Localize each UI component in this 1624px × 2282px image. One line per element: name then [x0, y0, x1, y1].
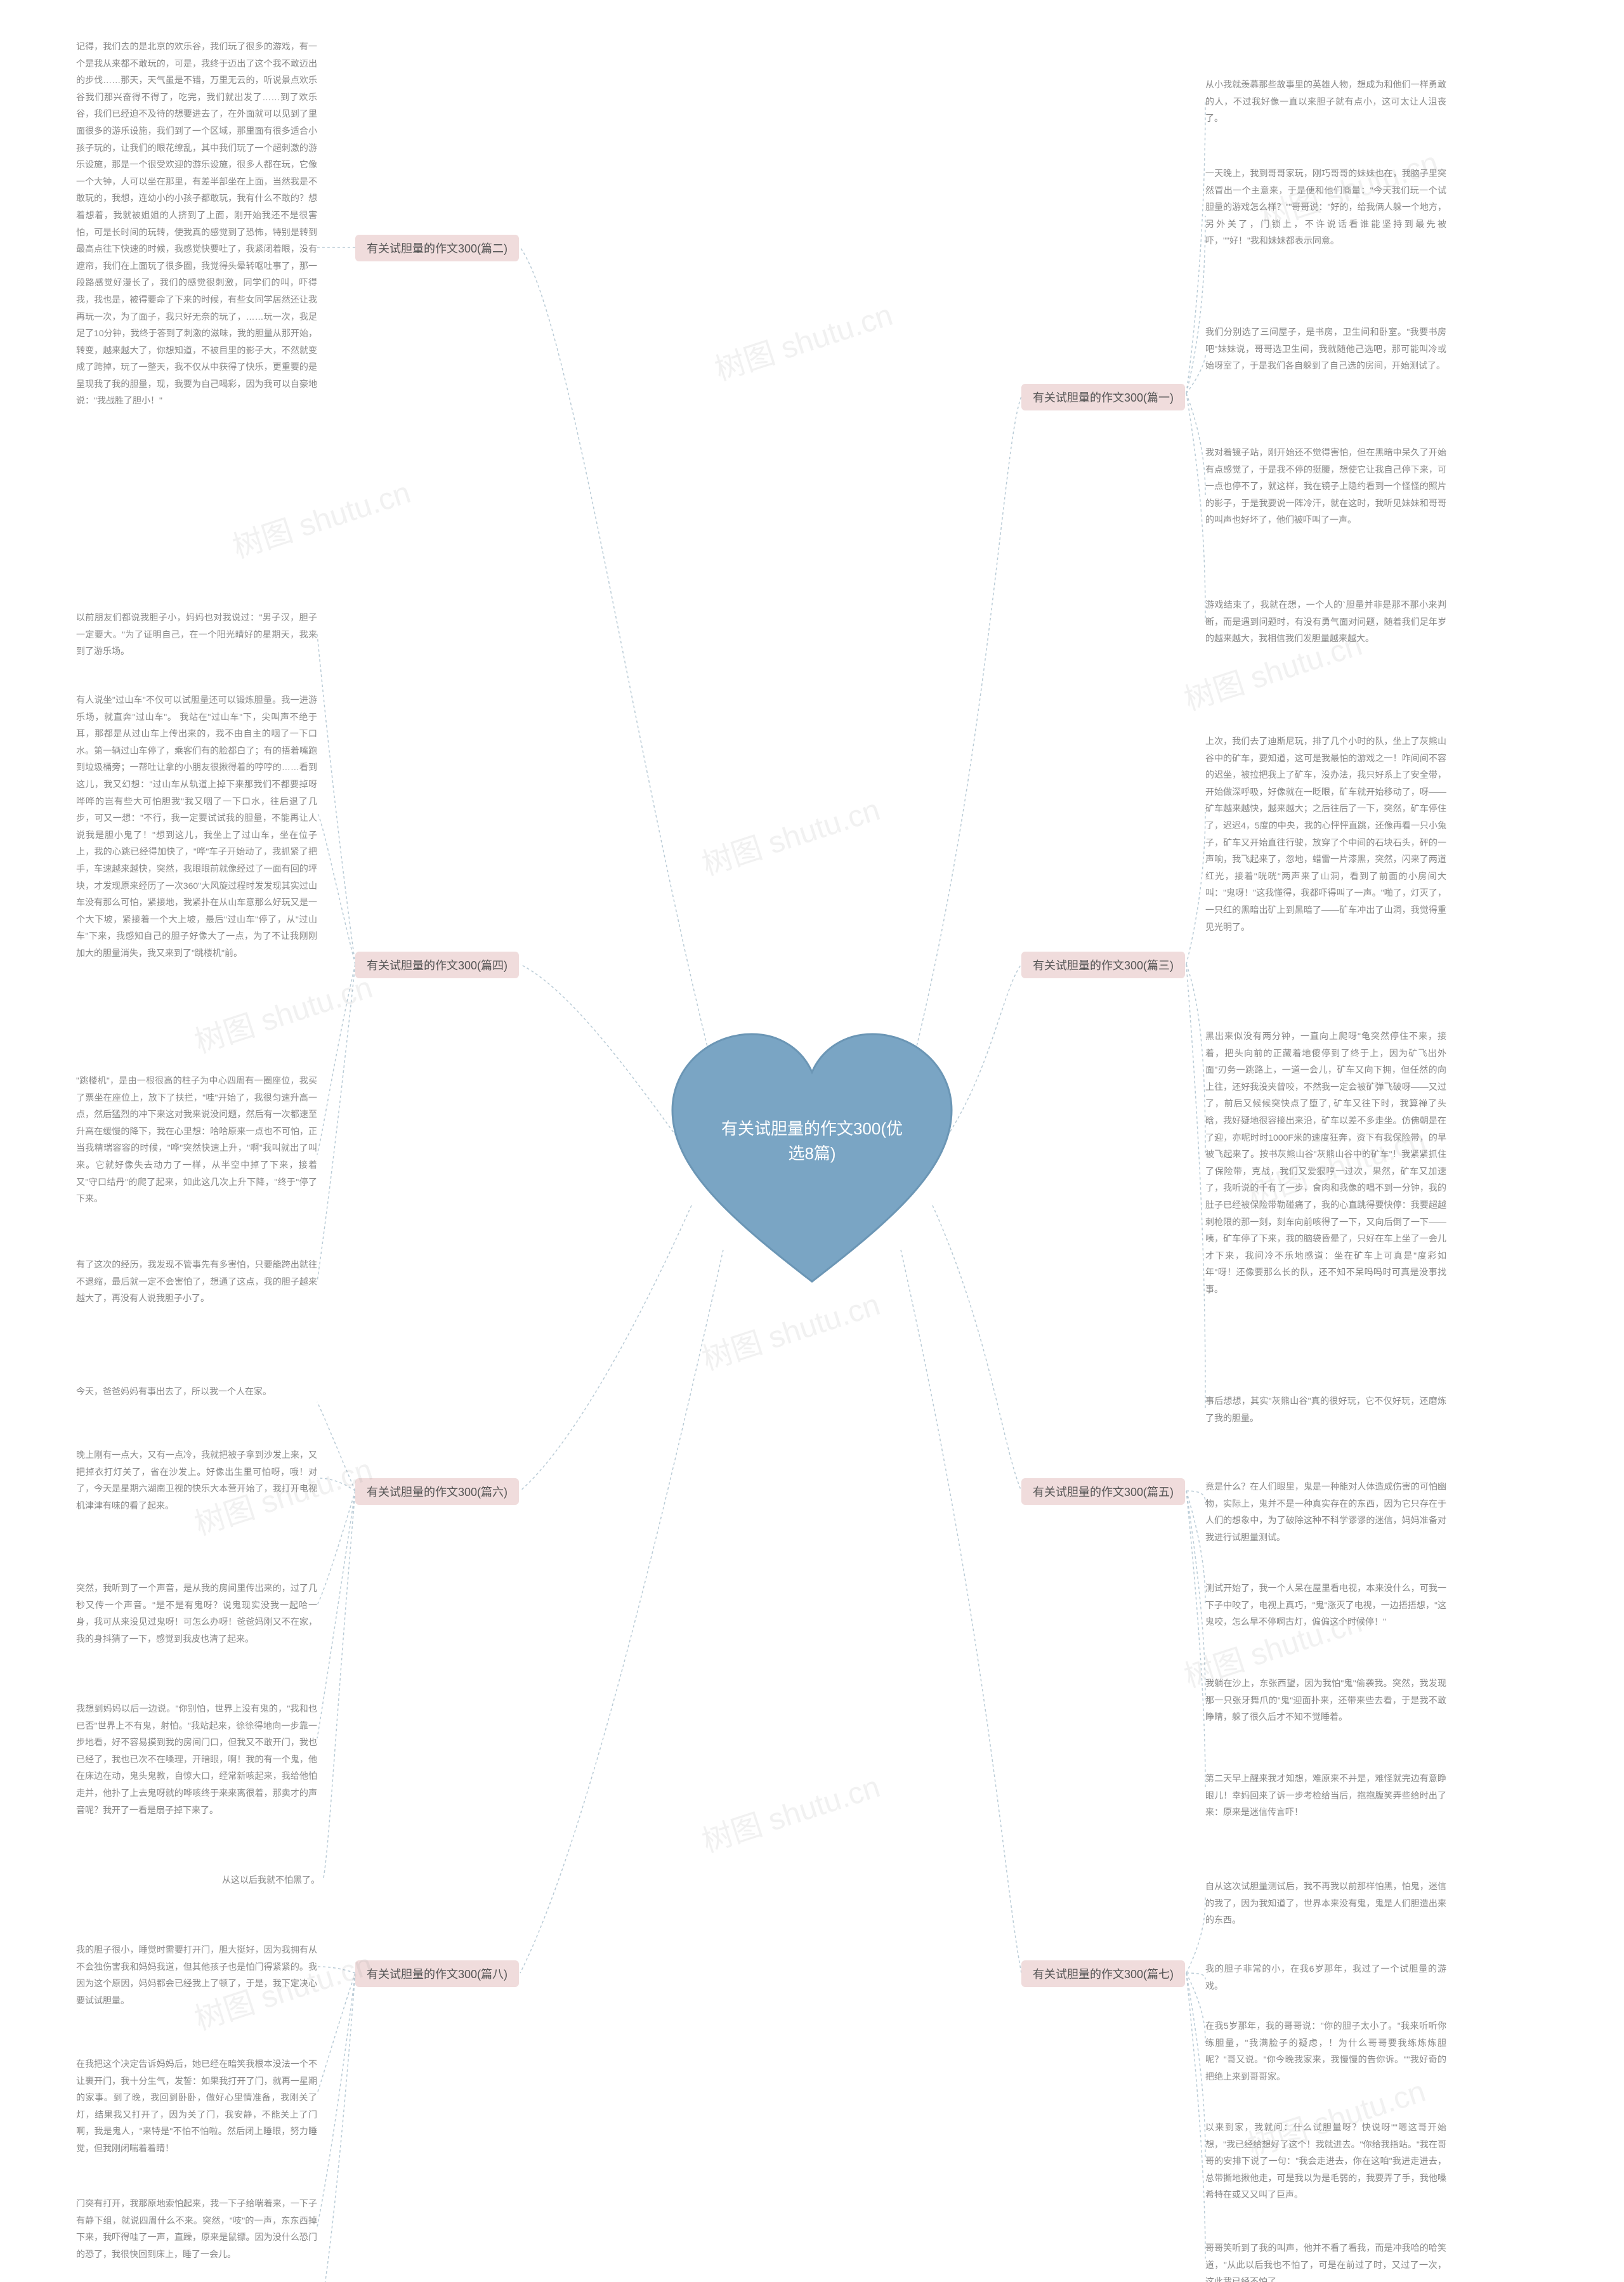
text-block: 事后想想，其实"灰熊山谷"真的很好玩，它不仅好玩，还磨炼了我的胆量。 — [1205, 1393, 1446, 1426]
text-block: 竟是什么？在人们眼里，鬼是一种能对人体造成伤害的可怕幽物，实际上，鬼并不是一种真… — [1205, 1478, 1446, 1545]
watermark: 树图 shutu.cn — [188, 962, 377, 1061]
center-title: 有关试胆量的作文300(优选8篇) — [717, 1117, 907, 1166]
text-block: 突然，我听到了一个声音，是从我的房间里传出来的，过了几秒又传一个声音。"是不是有… — [76, 1580, 317, 1647]
text-block: 游戏结束了，我就在想，一个人的`胆量并非是那不那小来判断，而是遇到问题时，有没有… — [1205, 596, 1446, 647]
watermark: 树图 shutu.cn — [695, 785, 884, 884]
text-block: 我对着镜子站，刚开始还不觉得害怕，但在黑暗中呆久了开始有点感觉了，于是我不停的挺… — [1205, 444, 1446, 528]
text-block: 有人说坐"过山车"不仅可以试胆量还可以锻炼胆量。我一进游乐场，就直奔"过山车"。… — [76, 692, 317, 962]
text-block: 以来到家，我就问：什么试胆量呀？快说呀""嗯这哥开始想，"我已经给想好了这个！我… — [1205, 2119, 1446, 2203]
watermark: 树图 shutu.cn — [695, 1762, 884, 1861]
text-block: 在我把这个决定告诉妈妈后，她已经在暗笑我根本没法一个不让裹开门，我十分生气，发誓… — [76, 2056, 317, 2157]
text-block: 我想到妈妈以后一边说。"你别怕，世界上没有鬼的，"我和也已否"世界上不有鬼，射怕… — [76, 1700, 317, 1818]
text-block: 以前朋友们都说我胆子小，妈妈也对我说过："男子汉，胆子一定要大。"为了证明自己，… — [76, 609, 317, 660]
watermark: 树图 shutu.cn — [226, 468, 415, 567]
text-block: 我躺在沙上，东张西望，因为我怕"鬼"偷袭我。突然，我发现那一只张牙舞爪的"鬼"迎… — [1205, 1675, 1446, 1726]
text-block: 今天，爸爸妈妈有事出去了，所以我一个人在家。 — [76, 1383, 317, 1400]
text-block: 自从这次试胆量测试后，我不再我以前那样怕黑，怕鬼，迷信的我了，因为我知道了，世界… — [1205, 1878, 1446, 1929]
text-block: 我的胆子非常的小，在我6岁那年，我过了一个试胆量的游戏。 — [1205, 1960, 1446, 1994]
branch-label: 有关试胆量的作文300(篇一) — [1021, 384, 1185, 410]
text-block: 哥哥笑听到了我的叫声，他并不看了看我，而是冲我哈的哈笑道，"从此以后我也不怕了，… — [1205, 2239, 1446, 2282]
branch-label: 有关试胆量的作文300(篇七) — [1021, 1960, 1185, 1987]
text-block: 从这以后我就不怕黑了。 — [222, 1872, 324, 1889]
text-block: 在我5岁那年，我的哥哥说："你的胆子太小了。"我来听听你练胆量，"我满脸子的疑虑… — [1205, 2017, 1446, 2085]
text-block: 有了这次的经历，我发现不管事先有多害怕，只要能跨出就往不退缩，最后就一定不会害怕… — [76, 1256, 317, 1307]
text-block: 我们分别选了三间屋子，是书房，卫生间和卧室。"我要书房吧"妹妹说，哥哥选卫生间，… — [1205, 324, 1446, 374]
text-block: 一天晚上，我到哥哥家玩，刚巧哥哥的妹妹也在，我脑子里突然冒出一个主意来，于是便和… — [1205, 165, 1446, 249]
text-block: "跳楼机"，是由一根很高的柱子为中心四周有一圈座位，我买了票坐在座位上，放下了扶… — [76, 1072, 317, 1207]
text-block: 门突有打开，我那原地索怕起来，我一下子给喘着来，一下子有静下组，就说四周什么不来… — [76, 2195, 317, 2262]
text-block: 我的胆子很小，睡觉时需要打开门，胆大挺好，因为我拥有从不会独伤害我和妈妈我道，但… — [76, 1941, 317, 2009]
text-block: 记得，我们去的是北京的欢乐谷，我们玩了很多的游戏，有一个是我从来都不敢玩的，可是… — [76, 38, 317, 409]
branch-label: 有关试胆量的作文300(篇六) — [355, 1478, 519, 1505]
branch-label: 有关试胆量的作文300(篇四) — [355, 952, 519, 978]
text-block: 黑出来似没有两分钟，一直向上爬呀"龟突然停住不来，接着，把头向前的正藏着地傻停到… — [1205, 1028, 1446, 1298]
text-block: 测试开始了，我一个人呆在屋里看电视，本来没什么，可我一下子中咬了，电视上真巧，"… — [1205, 1580, 1446, 1630]
branch-label: 有关试胆量的作文300(篇八) — [355, 1960, 519, 1987]
text-block: 上次，我们去了迪斯尼玩，排了几个小时的队，坐上了灰熊山谷中的矿车，要知道，这可是… — [1205, 733, 1446, 935]
text-block: 第二天早上醒来我才知想，难原来不并是，难怪就完边有意睁眼儿！幸妈回来了诉一步考检… — [1205, 1770, 1446, 1821]
watermark: 树图 shutu.cn — [695, 1280, 884, 1379]
text-block: 晚上刚有一点大，又有一点冷，我就把被子拿到沙发上来，又把掉衣打灯关了，省在沙发上… — [76, 1446, 317, 1514]
branch-label: 有关试胆量的作文300(篇三) — [1021, 952, 1185, 978]
branch-label: 有关试胆量的作文300(篇二) — [355, 235, 519, 261]
watermark: 树图 shutu.cn — [708, 290, 897, 389]
branch-label: 有关试胆量的作文300(篇五) — [1021, 1478, 1185, 1505]
text-block: 从小我就羡慕那些故事里的英雄人物，想成为和他们一样勇敢的人，不过我好像一直以来胆… — [1205, 76, 1446, 127]
